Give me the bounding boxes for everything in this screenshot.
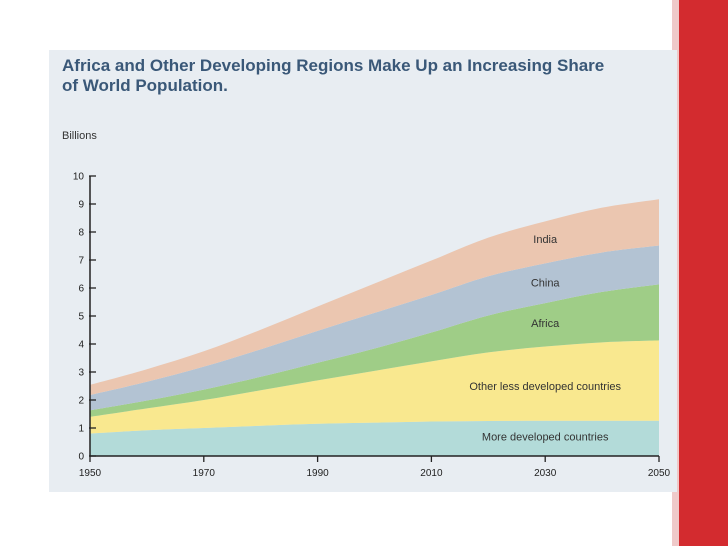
axes: 0 1 2 3 4 5 6 7 8 9 10 1950 1970 1990 2010 2030 2050 <box>73 172 671 480</box>
series-label-other-less-developed-countries: Other less developed countries <box>469 381 621 393</box>
y-tick-label: 3 <box>78 368 84 379</box>
stacked-area-chart: 0 1 2 3 4 5 6 7 8 9 10 1950 1970 1990 2010 2030 2050 Ind… <box>73 172 671 480</box>
chart-figure: Africa and Other Developing Regions Make… <box>49 50 677 492</box>
y-tick-label: 2 <box>78 396 84 407</box>
series-label-india: India <box>533 234 558 246</box>
y-axis-unit-label: Billions <box>62 130 97 142</box>
chart-title-line-1: Africa and Other Developing Regions Make… <box>62 56 605 75</box>
y-tick-label: 10 <box>73 172 85 183</box>
series-label-china: China <box>531 278 561 290</box>
area-other-less-developed-countries <box>90 340 659 434</box>
area-more-developed-countries <box>90 420 659 456</box>
y-tick-label: 0 <box>78 452 84 463</box>
x-tick-label: 2030 <box>534 468 557 479</box>
chart-title: Africa and Other Developing Regions Make… <box>62 56 662 96</box>
y-tick-label: 7 <box>78 256 84 267</box>
y-tick-label: 8 <box>78 228 84 239</box>
y-tick-label: 4 <box>78 340 84 351</box>
y-tick-label: 6 <box>78 284 84 295</box>
x-tick-label: 1950 <box>79 468 102 479</box>
area-china <box>90 245 659 411</box>
area-india <box>90 199 659 395</box>
series-label-more-developed-countries: More developed countries <box>482 432 609 444</box>
series-label-africa: Africa <box>531 318 560 330</box>
chart-title-line-2: of World Population. <box>62 76 228 95</box>
x-tick-label: 2010 <box>420 468 443 479</box>
y-tick-label: 9 <box>78 200 84 211</box>
slide-accent-bar <box>672 0 728 546</box>
x-tick-label: 2050 <box>648 468 671 479</box>
x-tick-label: 1990 <box>306 468 329 479</box>
series-labels: India China Africa Other less developed cou… <box>469 234 621 443</box>
area-layers <box>90 199 659 456</box>
y-tick-label: 1 <box>78 424 84 435</box>
area-africa <box>90 284 659 417</box>
y-tick-label: 5 <box>78 312 84 323</box>
x-tick-label: 1970 <box>193 468 216 479</box>
